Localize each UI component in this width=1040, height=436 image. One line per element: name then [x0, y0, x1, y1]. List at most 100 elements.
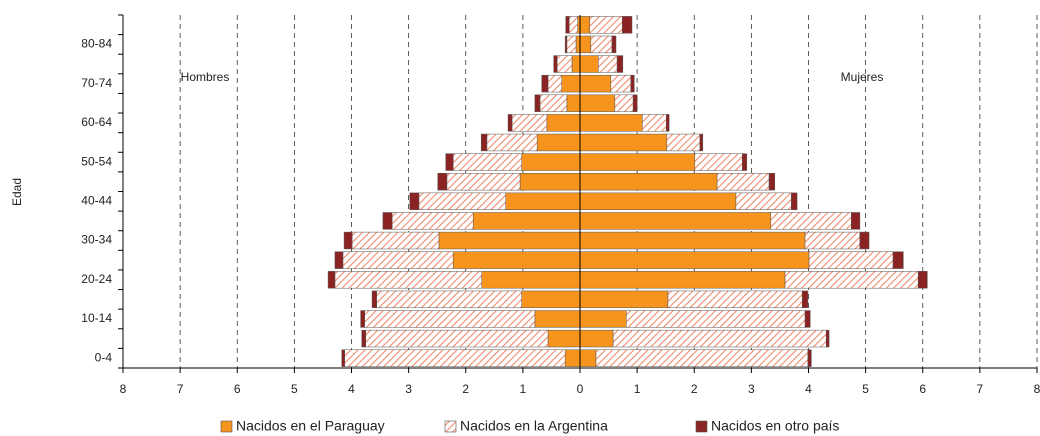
bar-segment [382, 212, 393, 230]
bar-segment [579, 349, 597, 367]
bar-segment [364, 310, 536, 328]
bar-segment [579, 251, 810, 269]
bar-segment [770, 212, 852, 230]
y-tick-label: 20-24 [81, 272, 112, 286]
bar-segment [361, 329, 367, 348]
bar-segment [334, 251, 344, 269]
x-tick-label: 6 [234, 382, 241, 396]
bar-segment [611, 35, 617, 54]
x-tick-label: 3 [405, 382, 412, 396]
x-tick-label: 1 [634, 382, 641, 396]
x-tick-label: 4 [805, 382, 812, 396]
y-tick-label: 40-44 [81, 193, 112, 207]
bar-segment [579, 74, 612, 93]
bar-segment [612, 329, 827, 348]
x-tick-label: 3 [748, 382, 755, 396]
bar-segment [801, 290, 809, 309]
right-label: Mujeres [841, 70, 884, 84]
bar-segment [327, 271, 336, 289]
bar-segment [791, 192, 798, 210]
bar-segment [344, 349, 566, 367]
bar-segment [666, 133, 701, 152]
bar-segment [579, 310, 627, 328]
bar-segment [351, 231, 440, 250]
bar-segment [418, 192, 506, 210]
x-tick-label: 4 [348, 382, 355, 396]
y-tick-label: 50-54 [81, 154, 112, 168]
y-tick-label: 70-74 [81, 76, 112, 90]
bar-segment [579, 94, 616, 112]
bar-segment [341, 349, 345, 367]
bar-segment [579, 16, 590, 34]
bar-segment [595, 349, 809, 367]
bar-segment [556, 55, 573, 73]
bar-segment [741, 153, 748, 171]
bar-segment [564, 349, 581, 367]
x-tick-label: 2 [691, 382, 698, 396]
bar-segment [579, 35, 592, 54]
bar-segment [360, 310, 365, 328]
bar-segment [334, 271, 482, 289]
bar-segment [391, 212, 474, 230]
bar-segment [614, 94, 634, 112]
bar-segment [541, 74, 549, 93]
x-tick-label: 8 [1034, 382, 1040, 396]
bar-segment [699, 133, 704, 152]
bar-segment [534, 310, 581, 328]
bar-segment [579, 290, 669, 309]
bar-segment [694, 153, 743, 171]
bar-segment [804, 231, 861, 250]
bar-segment [579, 329, 614, 348]
bar-segment [438, 231, 581, 250]
legend-label: Nacidos en otro país [711, 418, 839, 434]
bar-segment [610, 74, 632, 93]
x-tick-label: 5 [862, 382, 869, 396]
bar-segment [566, 94, 581, 112]
bar-segment [626, 310, 806, 328]
bar-segment [859, 231, 870, 250]
bar-segment [579, 55, 599, 73]
bar-segment [784, 271, 919, 289]
x-tick-label: 7 [177, 382, 184, 396]
bar-segment [486, 133, 538, 152]
left-label: Hombres [181, 70, 230, 84]
x-tick-label: 2 [462, 382, 469, 396]
bar-segment [507, 114, 513, 132]
x-tick-label: 8 [120, 382, 127, 396]
bar-segment [534, 94, 541, 112]
bar-segment [632, 94, 638, 112]
bar-segment [452, 251, 581, 269]
bar-segment [566, 35, 577, 54]
bar-segment [598, 55, 618, 73]
bar-segment [452, 153, 522, 171]
bar-segment [642, 114, 667, 132]
bar-segment [622, 16, 633, 34]
bar-segment [808, 251, 894, 269]
y-tick-label: 10-14 [81, 311, 112, 325]
bar-segment [768, 173, 776, 191]
bar-segment [565, 16, 570, 34]
bar-segment [590, 35, 613, 54]
bar-segment [546, 114, 581, 132]
bar-segment [589, 16, 623, 34]
y-tick-label: 60-64 [81, 115, 112, 129]
bar-segment [917, 271, 928, 289]
bar-segment [365, 329, 549, 348]
bar-segment [521, 290, 581, 309]
bar-segment [376, 290, 522, 309]
bar-segment [666, 114, 670, 132]
bar-segment [851, 212, 861, 230]
bar-segment [409, 192, 420, 210]
bar-segment [547, 329, 581, 348]
legend-swatch [695, 420, 708, 433]
bar-segment [505, 192, 581, 210]
bar-segment [579, 231, 806, 250]
y-tick-label: 30-34 [81, 233, 112, 247]
bar-segment [437, 173, 448, 191]
x-tick-label: 5 [291, 382, 298, 396]
bar-segment [575, 35, 581, 54]
bar-segment [536, 133, 581, 152]
legend-label: Nacidos en la Argentina [460, 418, 608, 434]
bar-segment [804, 310, 811, 328]
